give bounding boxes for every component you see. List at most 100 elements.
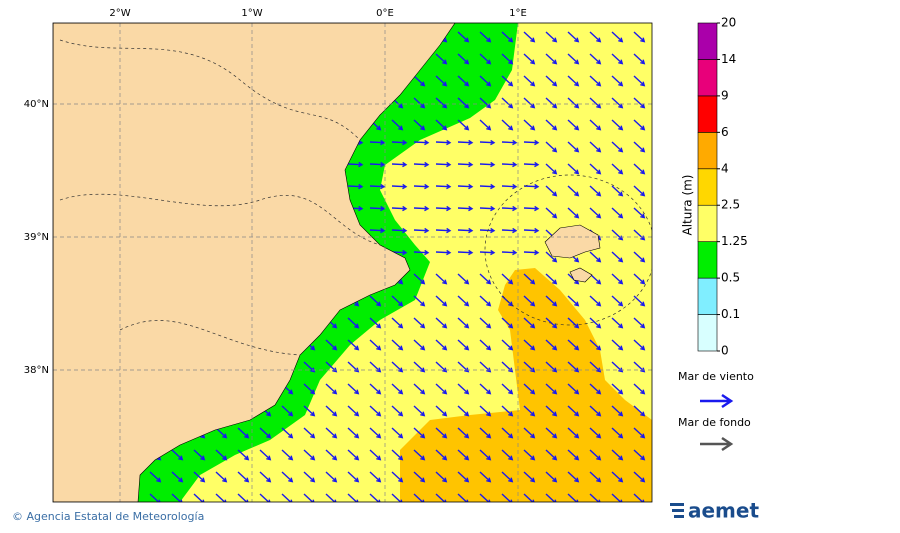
wind-arrow — [611, 427, 624, 439]
wind-arrow — [633, 97, 646, 109]
wind-arrow — [479, 205, 496, 212]
colorbar-segment — [697, 59, 718, 97]
wind-arrow — [413, 227, 430, 234]
wind-arrow — [545, 163, 558, 175]
wind-arrow — [413, 295, 426, 307]
wind-arrow — [435, 227, 452, 234]
wind-arrow — [391, 449, 404, 461]
lon-label: 0°E — [376, 8, 394, 19]
wind-arrow — [413, 205, 430, 212]
wind-arrow — [457, 97, 470, 109]
wind-arrow — [391, 339, 404, 351]
wind-arrow — [633, 53, 646, 65]
wind-arrow — [501, 227, 518, 234]
wind-arrow — [479, 75, 492, 87]
wind-arrow — [347, 471, 360, 483]
wind-arrow — [501, 53, 514, 65]
wind-arrow — [589, 207, 602, 219]
wind-arrow — [633, 31, 646, 43]
wind-arrow — [633, 295, 646, 307]
wind-arrow — [567, 405, 580, 417]
lon-label: 2°W — [109, 8, 130, 19]
wind-arrow — [501, 427, 514, 439]
wind-arrow — [435, 119, 448, 131]
wind-arrow — [589, 471, 602, 483]
map — [53, 23, 652, 502]
wind-arrow — [567, 207, 580, 219]
wind-arrow — [325, 471, 338, 483]
wind-arrow — [501, 97, 514, 109]
wind-arrow — [435, 273, 448, 285]
wind-arrow — [457, 139, 474, 146]
wind-arrow — [567, 449, 580, 461]
wind-arrow — [501, 75, 514, 87]
wind-arrow — [479, 383, 492, 395]
wind-arrow — [391, 161, 408, 168]
wind-arrow — [369, 449, 382, 461]
wind-arrow — [391, 361, 404, 373]
wind-arrow — [523, 449, 536, 461]
wind-arrow — [435, 405, 448, 417]
wind-arrow — [589, 317, 602, 329]
wind-arrow — [567, 53, 580, 65]
wind-arrow — [435, 383, 448, 395]
wind-arrow — [567, 339, 580, 351]
wind-arrow — [589, 251, 602, 263]
wind-arrow — [545, 427, 558, 439]
wind-arrow — [369, 139, 386, 146]
colorbar-segment — [697, 241, 718, 279]
colorbar-title: Altura (m) — [681, 174, 695, 235]
wind-arrow — [633, 119, 646, 131]
wind-arrow — [589, 185, 602, 197]
wind-arrow — [303, 471, 316, 483]
wind-arrow — [501, 471, 514, 483]
wind-arrow — [457, 471, 470, 483]
wind-arrow — [281, 449, 294, 461]
wind-arrow — [523, 161, 540, 168]
wind-arrow — [369, 295, 382, 307]
wind-arrow — [325, 427, 338, 439]
lat-label: 40°N — [24, 99, 49, 110]
wind-arrow — [369, 339, 382, 351]
wind-arrow — [391, 205, 408, 212]
wind-arrow — [567, 295, 580, 307]
wind-arrow — [457, 317, 470, 329]
wind-arrow — [523, 471, 536, 483]
boundaries — [59, 39, 652, 356]
wind-arrow — [501, 339, 514, 351]
wind-arrow — [215, 471, 228, 483]
wind-arrow — [523, 383, 536, 395]
wind-sea-label: Mar de viento — [678, 370, 754, 383]
wind-arrow — [523, 317, 536, 329]
wind-arrow — [457, 405, 470, 417]
wind-arrow — [259, 449, 272, 461]
wind-arrow — [281, 471, 294, 483]
wind-arrow — [193, 449, 206, 461]
wind-arrow — [611, 141, 624, 153]
wind-arrow — [545, 339, 558, 351]
wind-arrow — [435, 317, 448, 329]
wind-arrow — [501, 161, 518, 168]
wind-arrow — [633, 405, 646, 417]
wind-arrow — [413, 139, 430, 146]
wind-arrow — [479, 227, 496, 234]
wind-arrow — [501, 139, 518, 146]
wind-arrow — [545, 53, 558, 65]
wind-arrow — [611, 295, 624, 307]
wind-arrow — [633, 339, 646, 351]
wind-arrow — [633, 141, 646, 153]
wind-arrow — [457, 31, 470, 43]
wind-arrow — [391, 139, 408, 146]
wind-arrow — [479, 31, 492, 43]
wind-arrow — [413, 449, 426, 461]
wind-arrow — [435, 295, 448, 307]
wind-arrow — [545, 449, 558, 461]
wind-arrow — [589, 119, 602, 131]
wind-arrow — [369, 471, 382, 483]
wind-arrow — [479, 449, 492, 461]
wind-arrow — [611, 163, 624, 175]
wind-arrow — [479, 97, 492, 109]
wind-arrow — [501, 31, 514, 43]
wind-arrow — [413, 339, 426, 351]
wind-arrow — [633, 251, 646, 263]
